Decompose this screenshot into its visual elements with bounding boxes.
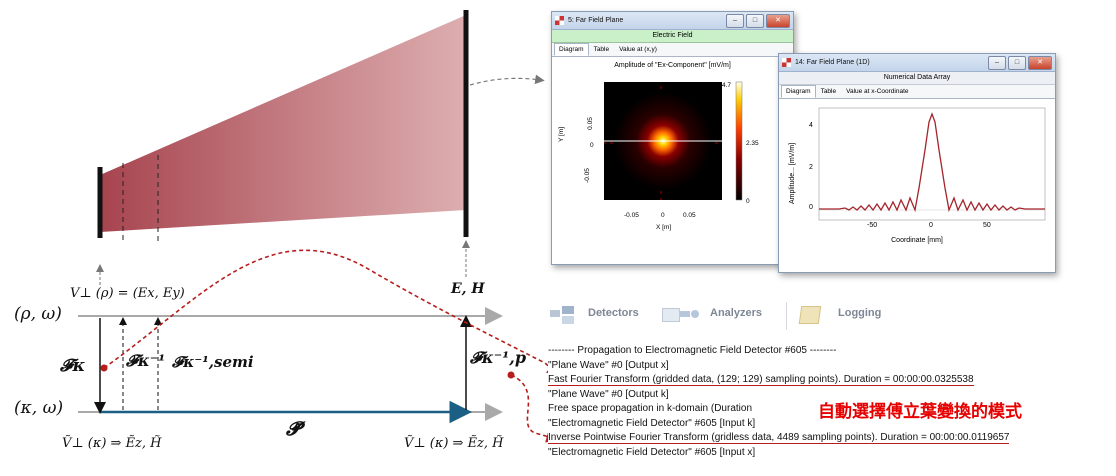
logging-icon: [798, 304, 822, 326]
logging-button[interactable]: Logging: [838, 307, 882, 319]
maximize-button[interactable]: □: [1008, 56, 1026, 70]
x-tick-3: 0.05: [683, 212, 696, 219]
tab-value-xy[interactable]: Value at (x,y): [619, 46, 657, 53]
ifft-link-curve: [510, 374, 560, 443]
eh-label: E, H: [451, 281, 485, 297]
analyzers-icon: [660, 304, 700, 324]
ifft-link-dot: [507, 371, 515, 379]
fourier-kappa-inverse-label: 𝓕κ⁻¹: [126, 351, 166, 370]
colorbar-tick-min: 0: [746, 198, 750, 205]
far-field-1d-window: 14: Far Field Plane (1D) – □ ✕ Numerical…: [778, 53, 1056, 273]
window-header-bar: Electric Field: [552, 30, 793, 43]
tab-table[interactable]: Table: [593, 46, 610, 53]
analyzers-button[interactable]: Analyzers: [710, 307, 762, 319]
beam-cone: [100, 15, 466, 232]
maximize-button[interactable]: □: [746, 14, 764, 28]
colorbar-tick-max: 4.7: [722, 82, 732, 89]
x-tick-3: 50: [983, 222, 991, 229]
log-line: "Plane Wave" #0 [Output x]: [548, 359, 669, 371]
x-tick-1: -0.05: [624, 212, 639, 219]
fourier-kappa-pointwise-label: 𝓕κ⁻¹,p: [470, 348, 527, 367]
auto-transform-annotation: 自動選擇傅立葉變換的模式: [815, 397, 1025, 422]
fft-link-dot: [100, 364, 108, 372]
field-amplitude-plot: [604, 81, 743, 201]
y-tick-1: 4: [809, 122, 813, 129]
close-button[interactable]: ✕: [766, 14, 790, 28]
window-tabs: Diagram Table Value at (x,y): [552, 43, 793, 57]
y-axis-label: Amplitude... [mV/m]: [789, 142, 796, 204]
sinc-curve: [819, 112, 1045, 213]
app-icon: [782, 58, 791, 67]
app-icon: [555, 16, 564, 25]
fourier-kappa-semi-label: 𝓕κ⁻¹,semi: [172, 353, 254, 371]
minimize-button[interactable]: –: [726, 14, 744, 28]
window-title: 14: Far Field Plane (1D): [795, 59, 870, 66]
fourier-kappa-label: 𝓕κ: [60, 356, 86, 376]
window-tabs: Diagram Table Value at x-Coordinate: [779, 85, 1055, 99]
x-tick-2: 0: [661, 212, 665, 219]
window-titlebar: 14: Far Field Plane (1D) – □ ✕: [779, 54, 1055, 72]
fft-link-curve: [103, 249, 560, 377]
plot-title: Amplitude of "Ex-Component" [mV/m]: [614, 62, 731, 69]
window-titlebar: 5: Far Field Plane – □ ✕: [552, 12, 793, 30]
log-line-ifft-text: Inverse Pointwise Fourier Transform (gri…: [548, 432, 1010, 444]
kappa-omega-label: (κ, ω): [14, 398, 64, 418]
spectrum-label-left: Ṽ⊥ (κ) ⇒ Ẽz, H̃: [62, 436, 162, 451]
y-tick-2: 2: [809, 164, 813, 171]
log-line: -------- Propagation to Electromagnetic …: [548, 345, 837, 356]
y-tick-2: 0: [590, 142, 594, 149]
close-button[interactable]: ✕: [1028, 56, 1052, 70]
x-axis-label: Coordinate [mm]: [891, 237, 943, 244]
log-line: "Plane Wave" #0 [Output k]: [548, 388, 669, 400]
x-axis-label: X [m]: [656, 224, 672, 231]
colorbar-tick-mid: 2.35: [746, 140, 759, 147]
amplitude-line-plot: [818, 107, 1046, 221]
tab-diagram[interactable]: Diagram: [554, 43, 589, 56]
toolbar: Detectors Analyzers Logging: [548, 298, 1108, 336]
log-line: "Electromagnetic Field Detector" #605 [I…: [548, 417, 756, 429]
y-tick-3: 0: [809, 204, 813, 211]
plot-frame: [818, 107, 1046, 221]
far-field-2d-window: 5: Far Field Plane – □ ✕ Electric Field …: [551, 11, 794, 265]
detectors-button[interactable]: Detectors: [588, 307, 639, 319]
tab-value-x[interactable]: Value at x-Coordinate: [846, 88, 909, 95]
tab-table[interactable]: Table: [820, 88, 837, 95]
y-tick-3: -0.05: [583, 168, 591, 183]
log-line-fft-text: Fast Fourier Transform (gridded data, (1…: [548, 374, 974, 386]
spectrum-label-right: Ṽ⊥ (κ) ⇒ Ẽz, H̃: [404, 436, 504, 451]
tab-diagram[interactable]: Diagram: [781, 85, 816, 98]
link-to-plot-arrow: [469, 74, 545, 86]
x-tick-1: -50: [867, 222, 878, 229]
v-perp-label: V⊥ (ρ) = (Ex, Ey): [70, 286, 185, 301]
detectors-icon: [548, 304, 580, 324]
toolbar-separator: [786, 302, 787, 330]
y-tick-1: 0.05: [586, 117, 594, 130]
log-line: Free space propagation in k-domain (Dura…: [548, 403, 752, 414]
propagation-operator-label: 𝓟̃: [286, 418, 300, 440]
window-header-bar: Numerical Data Array: [779, 72, 1055, 85]
window-title: 5: Far Field Plane: [568, 17, 624, 24]
rho-omega-label: (ρ, ω): [14, 304, 62, 324]
log-line-ifft: Inverse Pointwise Fourier Transform (gri…: [548, 431, 1116, 446]
colorbar: [735, 81, 743, 201]
minimize-button[interactable]: –: [988, 56, 1006, 70]
y-axis-label: Y [m]: [558, 126, 565, 142]
log-line-fft: Fast Fourier Transform (gridded data, (1…: [548, 373, 1116, 388]
x-tick-2: 0: [929, 222, 933, 229]
log-line: "Electromagnetic Field Detector" #605 [I…: [548, 446, 756, 458]
